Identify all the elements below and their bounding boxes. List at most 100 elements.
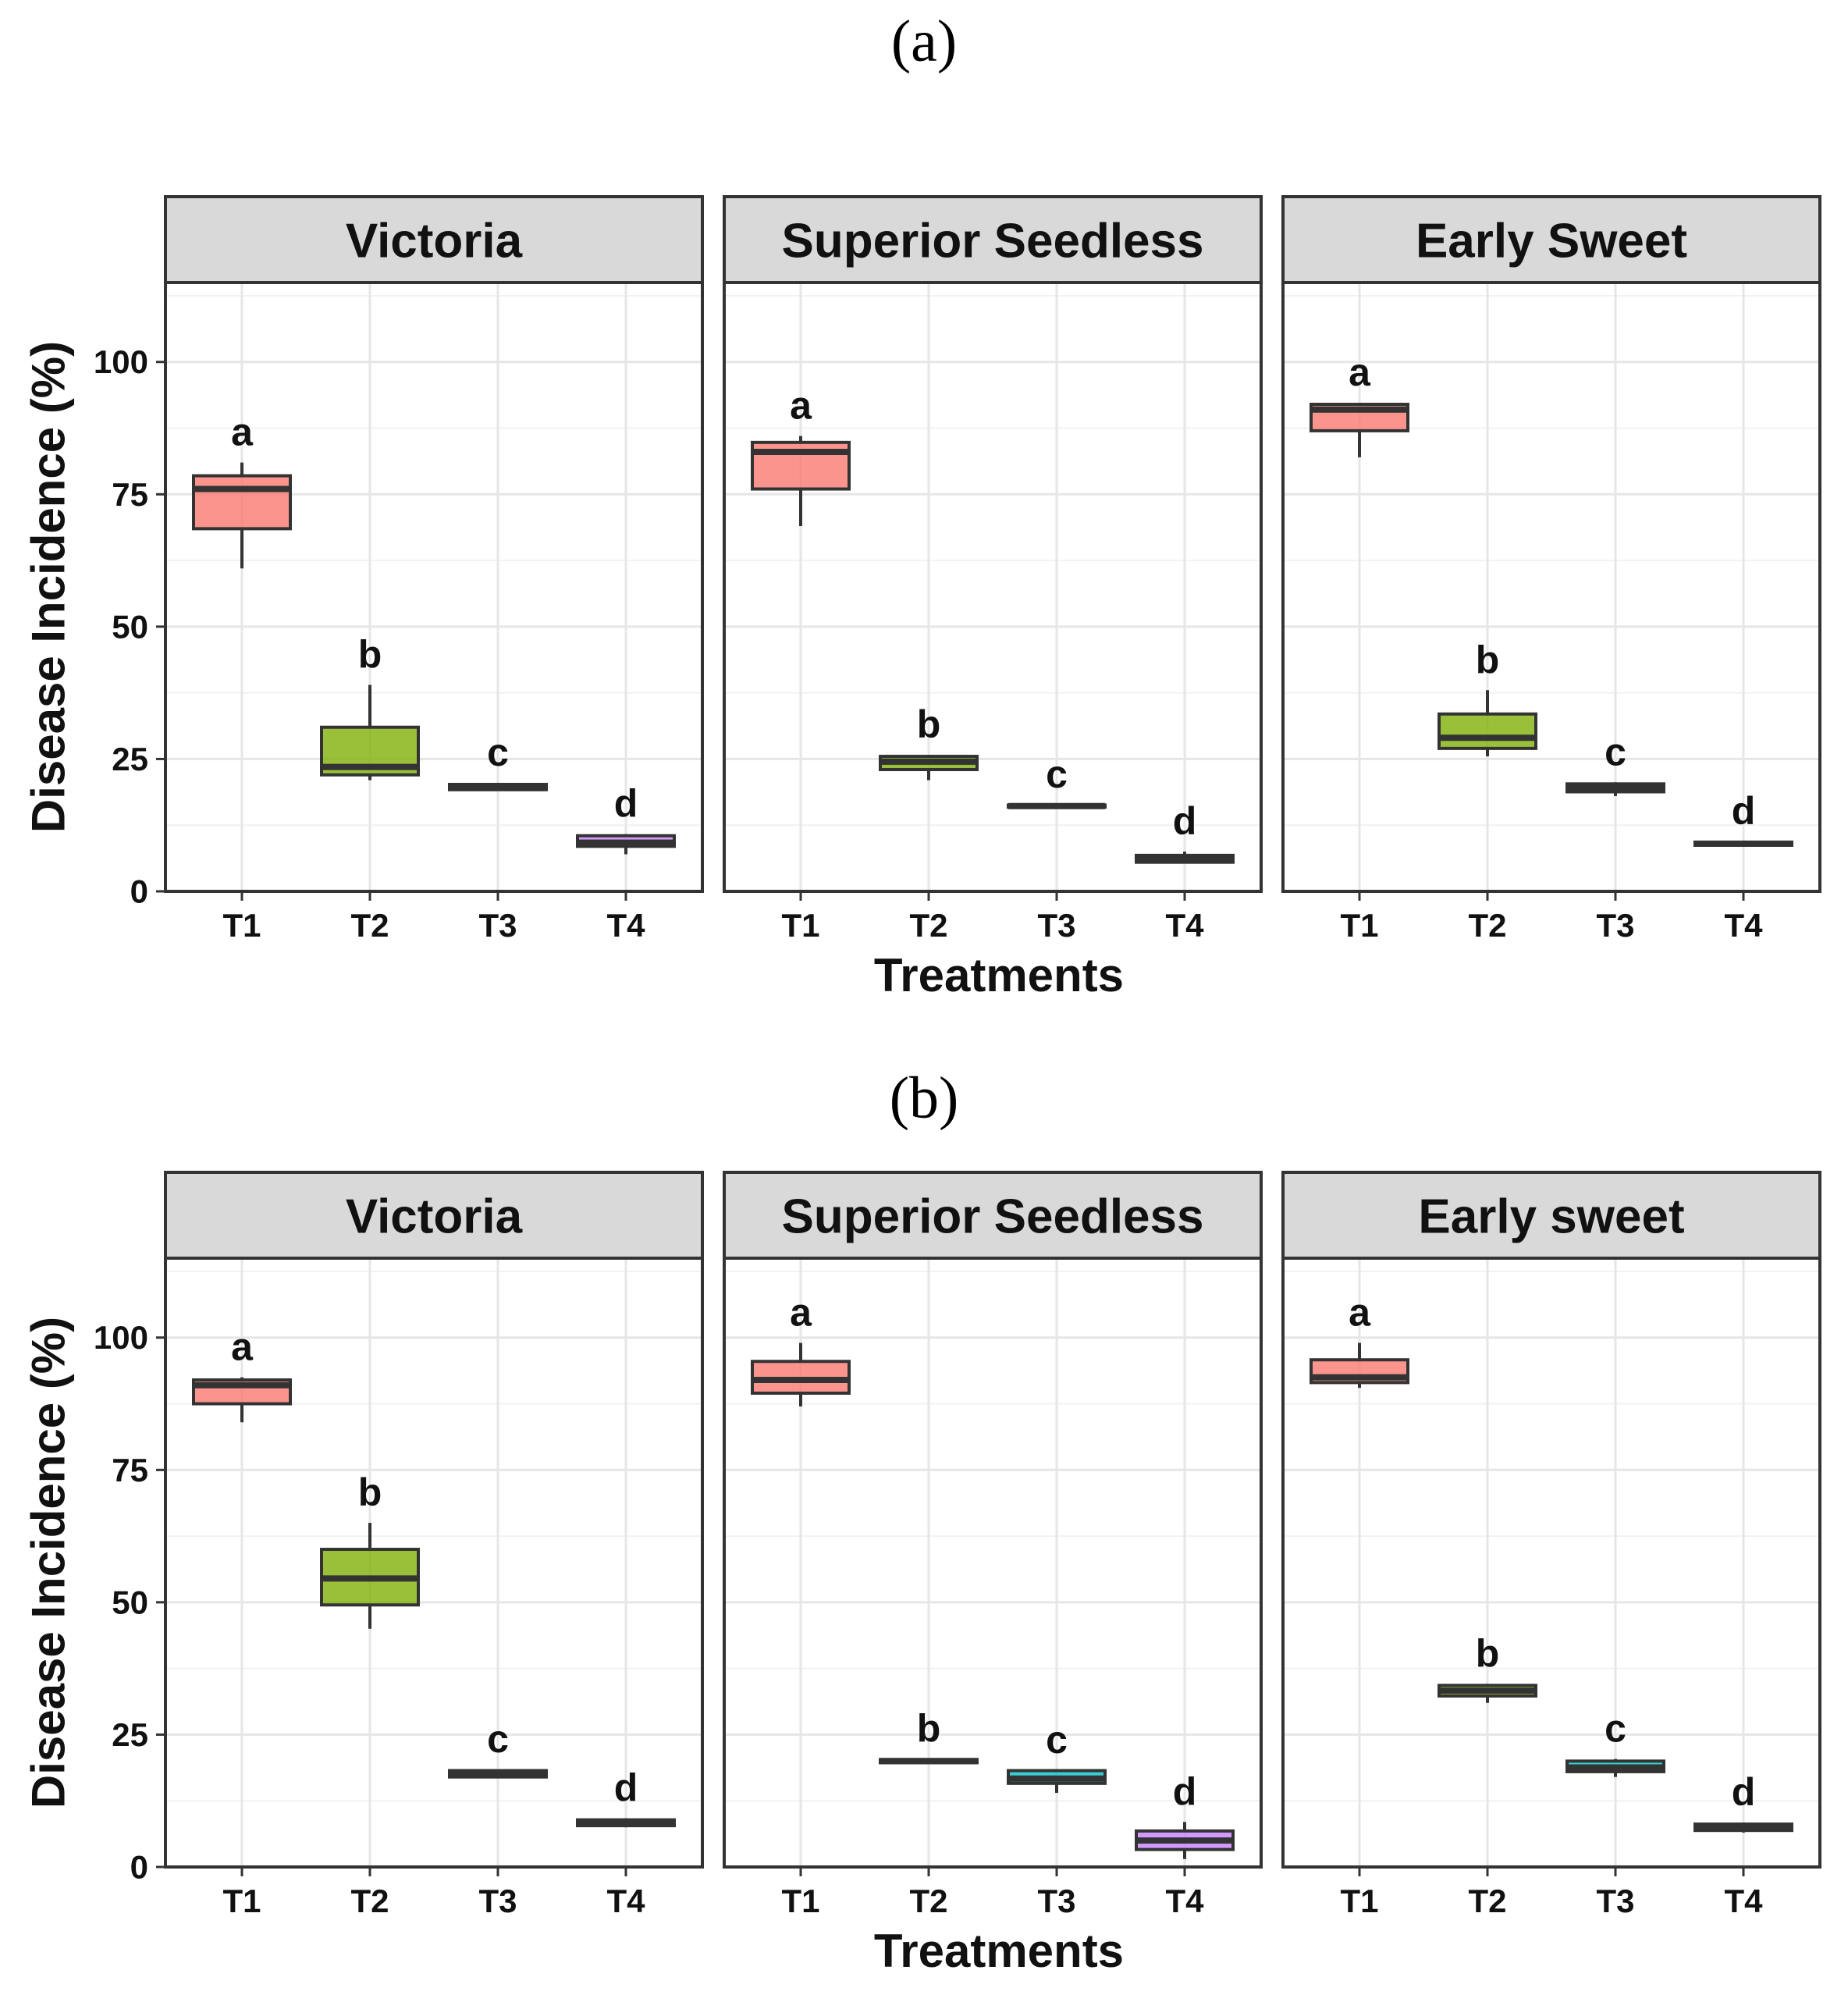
y-tick-label: 75	[112, 1452, 148, 1488]
box-t1: a	[1310, 350, 1409, 457]
panel-border	[1281, 1257, 1821, 1869]
y-tick-label: 0	[130, 873, 148, 910]
box-t3: c	[1565, 1707, 1665, 1777]
x-tick-label: T1	[1340, 907, 1378, 944]
box-t4: d	[1693, 789, 1793, 847]
x-tick-label: T3	[1596, 907, 1634, 944]
y-axis-title: Disease Incidence (%)	[23, 341, 75, 833]
box-t1: a	[751, 384, 851, 526]
box-t3: c	[1007, 752, 1107, 809]
y-tick-label: 100	[94, 1319, 148, 1356]
significance-letter: b	[358, 632, 382, 676]
facet-strip	[1281, 1171, 1821, 1260]
x-tick-label: T3	[1037, 907, 1075, 944]
y-tick-label: 50	[112, 1584, 148, 1620]
box-t1: a	[1310, 1291, 1409, 1389]
box-t3: c	[1565, 730, 1665, 796]
x-tick-label: T4	[1724, 1883, 1763, 1919]
x-tick-label: T2	[909, 907, 947, 944]
significance-letter: d	[1732, 789, 1756, 833]
significance-letter: c	[1046, 752, 1068, 796]
significance-letter: c	[1046, 1718, 1068, 1762]
facet-title: Superior Seedless	[781, 1190, 1203, 1244]
plot-area	[165, 283, 702, 891]
significance-letter: b	[358, 1470, 382, 1514]
plot-area	[724, 1258, 1261, 1867]
box-t3: c	[448, 1717, 548, 1779]
facet-title: Victoria	[346, 1190, 523, 1244]
x-tick-label: T4	[1724, 907, 1763, 944]
y-tick-label: 100	[94, 343, 148, 380]
figure-a: (a) Disease Incidence (%) Treatments 0 25 50 7…	[23, 9, 1821, 1001]
panel-border	[164, 1257, 704, 1869]
significance-letter: a	[231, 411, 254, 454]
facet-title: Victoria	[346, 215, 523, 268]
box-t2: b	[1438, 1631, 1537, 1703]
significance-letter: a	[1349, 350, 1371, 394]
x-tick-label: T2	[1468, 907, 1506, 944]
facet-title: Early Sweet	[1416, 215, 1687, 268]
x-tick-label: T4	[606, 907, 645, 944]
plot-area	[724, 283, 1261, 891]
significance-letter: b	[1476, 1631, 1500, 1675]
facet-strip	[723, 1171, 1263, 1260]
facet-panel: Superior Seedless a b c d T1 T2 T3 T4	[723, 195, 1263, 944]
significance-letter: d	[614, 782, 638, 826]
box-t4: d	[1135, 799, 1235, 864]
box-t4: d	[1693, 1770, 1793, 1833]
box-t2: b	[879, 1707, 979, 1765]
facet-title: Early sweet	[1418, 1190, 1684, 1244]
x-tick-label: T1	[222, 1883, 261, 1919]
x-tick-label: T3	[478, 907, 517, 944]
panel-border	[164, 281, 704, 893]
plot-area	[165, 1258, 702, 1867]
panel-border	[723, 281, 1263, 893]
significance-letter: b	[917, 1707, 941, 1751]
significance-letter: a	[790, 384, 812, 428]
x-tick-label: T1	[781, 907, 819, 944]
x-axis-title: Treatments	[874, 949, 1124, 1001]
y-tick-label: 0	[130, 1849, 148, 1886]
significance-letter: a	[231, 1325, 254, 1369]
x-tick-label: T4	[1165, 1883, 1204, 1919]
y-tick-label: 25	[112, 1716, 148, 1753]
y-tick-label: 25	[112, 741, 148, 777]
facet-panel: Victoria a b c d T1 T2 T3 T4	[164, 1171, 704, 1919]
box-t2: b	[1438, 638, 1537, 757]
significance-letter: d	[1173, 799, 1197, 843]
significance-letter: a	[1349, 1291, 1371, 1335]
significance-letter: c	[487, 731, 509, 774]
significance-letter: a	[790, 1291, 812, 1335]
significance-letter: c	[1605, 1707, 1626, 1751]
facet-strip	[1281, 195, 1821, 284]
facet-strip	[164, 1171, 704, 1260]
box-t1: a	[192, 411, 292, 569]
facet-panel: Early Sweet a b c d T1 T2 T3 T4	[1281, 195, 1821, 944]
plot-area	[1283, 283, 1820, 891]
x-tick-label: T2	[350, 907, 389, 944]
x-tick-label: T1	[781, 1883, 819, 1919]
x-tick-label: T2	[909, 1883, 947, 1919]
box-t1: a	[192, 1325, 292, 1423]
x-tick-label: T3	[1037, 1883, 1075, 1919]
significance-letter: d	[614, 1766, 638, 1810]
box-t3: c	[448, 731, 548, 791]
x-tick-label: T4	[1165, 907, 1204, 944]
box-t4: d	[576, 1766, 676, 1828]
significance-letter: c	[487, 1717, 509, 1761]
facet-panel: Superior Seedless a b c d T1 T2 T3 T4	[723, 1171, 1263, 1919]
box-t4: d	[1135, 1769, 1235, 1859]
box-body	[1438, 712, 1537, 750]
facet-strip	[723, 195, 1263, 284]
box-body	[192, 474, 292, 531]
box-t2: b	[320, 632, 420, 781]
x-tick-label: T4	[606, 1883, 645, 1919]
x-tick-label: T2	[1468, 1883, 1506, 1919]
x-tick-label: T3	[478, 1883, 517, 1919]
significance-letter: d	[1173, 1769, 1197, 1813]
significance-letter: c	[1605, 730, 1626, 773]
y-axis-title: Disease Incidence (%)	[23, 1317, 75, 1808]
x-tick-label: T2	[350, 1883, 389, 1919]
